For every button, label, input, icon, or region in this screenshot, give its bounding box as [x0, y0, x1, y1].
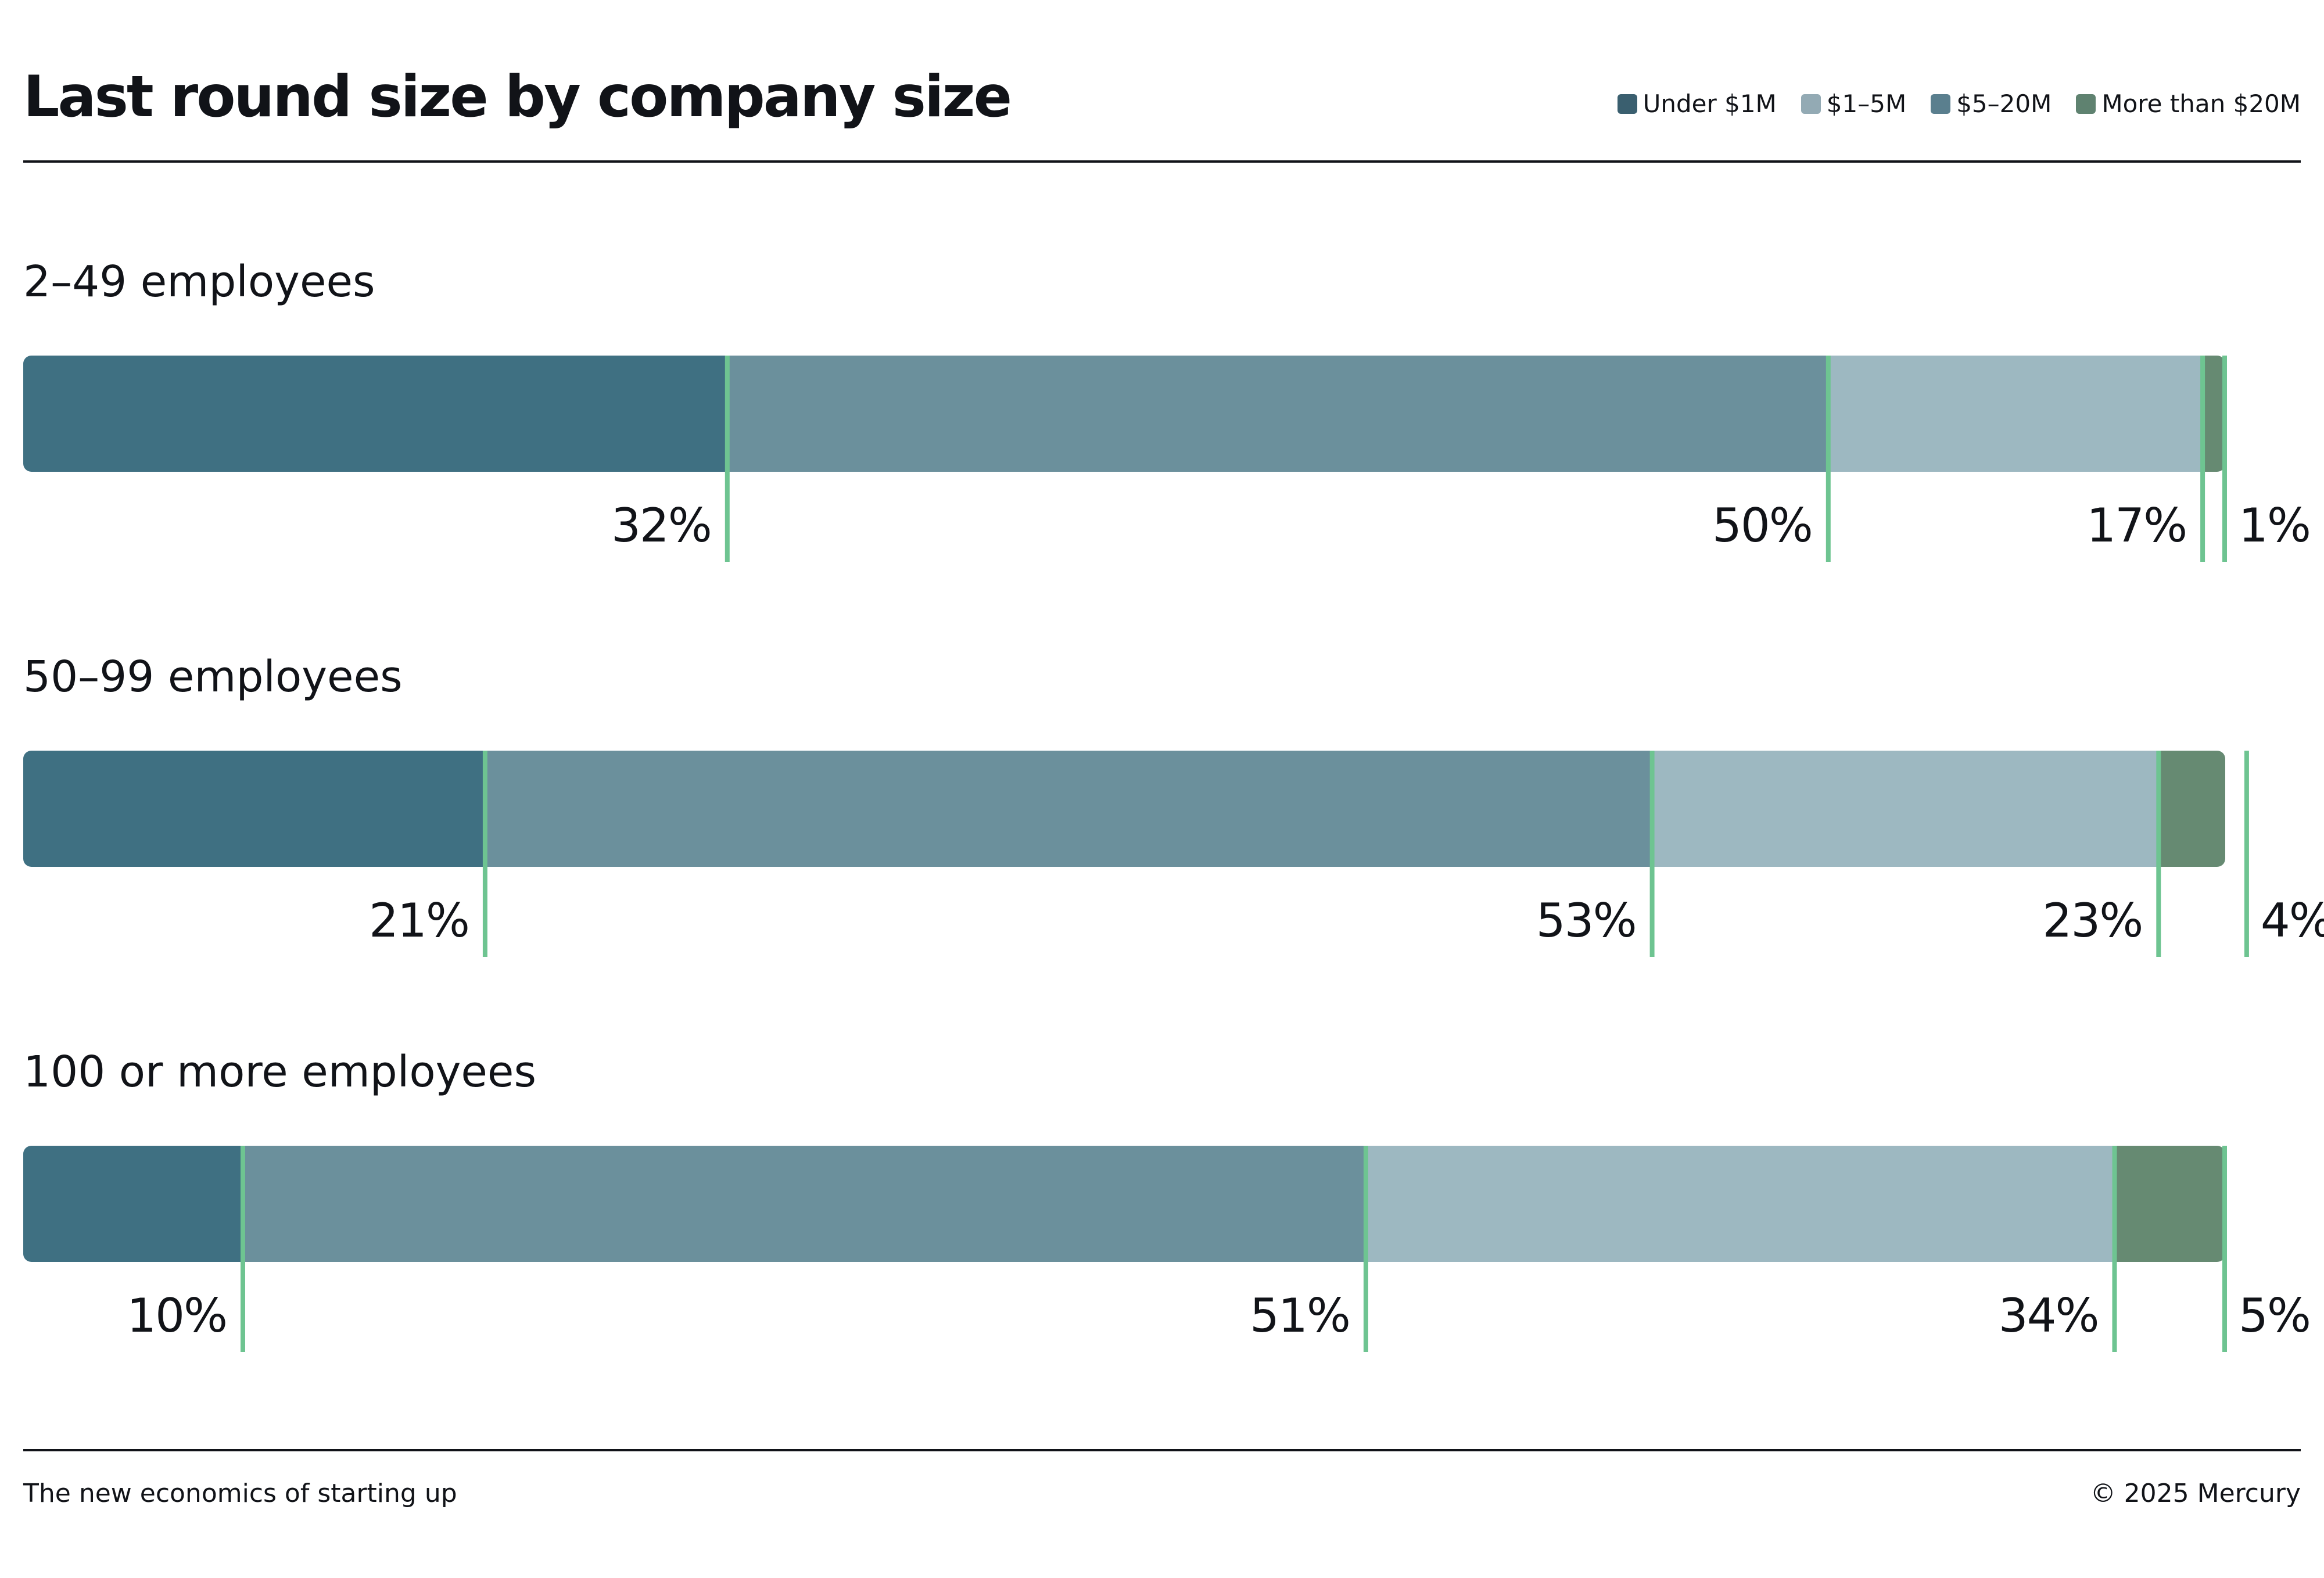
divider-tick-100-plus-3 — [2222, 1146, 2227, 1352]
pct-label-100-plus-1: 51% — [1250, 1289, 1350, 1343]
bar-segment-100-plus-1 — [243, 1146, 1367, 1262]
pct-label-2-49-3: 1% — [2239, 498, 2310, 553]
divider-tick-2-49-2 — [2200, 356, 2205, 562]
pct-label-2-49-0: 32% — [611, 498, 711, 553]
pct-label-50-99-1: 53% — [1536, 894, 1636, 948]
pct-label-50-99-3: 4% — [2261, 894, 2324, 948]
pct-label-100-plus-2: 34% — [1999, 1289, 2099, 1343]
divider-tick-100-plus-1 — [1363, 1146, 1368, 1352]
category-label-50-99: 50–99 employees — [23, 652, 403, 702]
legend-swatch-under-1m — [1617, 94, 1637, 114]
bar-group-100-plus: 100 or more employees 10% 51% 34% 5% — [23, 1047, 2311, 1352]
bar-group-2-49: 2–49 employees 32% 50% 17% 1% — [23, 257, 2311, 562]
pct-label-2-49-1: 50% — [1712, 498, 1812, 553]
bar-segment-100-plus-0 — [23, 1146, 243, 1262]
divider-tick-100-plus-0 — [241, 1146, 245, 1352]
bar-segment-100-plus-3 — [2115, 1146, 2225, 1262]
legend-item-5-20m: $5–20M — [1931, 92, 2052, 116]
legend-swatch-1-5m — [1801, 94, 1821, 114]
bar-segment-50-99-1 — [485, 751, 1653, 867]
divider-tick-50-99-1 — [1649, 751, 1655, 957]
bar-segment-50-99-0 — [23, 751, 486, 867]
pct-label-100-plus-0: 10% — [127, 1289, 227, 1343]
footer-publication: The new economics of starting up — [23, 1479, 457, 1508]
bar-segment-2-49-2 — [1828, 356, 2204, 472]
divider-tick-2-49-1 — [1826, 356, 1831, 562]
bar-segment-50-99-3 — [2159, 751, 2225, 867]
divider-tick-50-99-0 — [482, 751, 487, 957]
pct-label-2-49-2: 17% — [2086, 498, 2186, 553]
bottom-divider — [23, 1449, 2301, 1451]
legend-label-5-20m: $5–20M — [1956, 89, 2052, 118]
legend-item-under-1m: Under $1M — [1617, 89, 1777, 118]
divider-tick-50-99-3 — [2244, 751, 2249, 957]
legend-label-over-20m: More than $20M — [2101, 89, 2301, 118]
category-label-100-plus: 100 or more employees — [23, 1047, 536, 1097]
legend-label-1-5m: $1–5M — [1826, 89, 1907, 118]
category-label-2-49: 2–49 employees — [23, 257, 375, 307]
legend-swatch-5-20m — [1931, 94, 1951, 114]
divider-tick-2-49-0 — [725, 356, 730, 562]
pct-label-100-plus-3: 5% — [2239, 1289, 2310, 1343]
pct-label-50-99-0: 21% — [369, 894, 469, 948]
legend-item-1-5m: $1–5M — [1801, 92, 1906, 116]
pct-label-50-99-2: 23% — [2042, 894, 2142, 948]
bar-segment-2-49-1 — [727, 356, 1829, 472]
bar-segment-2-49-3 — [2203, 356, 2225, 472]
top-divider — [23, 160, 2301, 163]
divider-tick-50-99-2 — [2156, 751, 2161, 957]
legend-label-under-1m: Under $1M — [1642, 89, 1777, 118]
bar-group-50-99: 50–99 employees 21% 53% 23% 4% — [23, 652, 2324, 957]
legend-item-over-20m: More than $20M — [2076, 92, 2301, 116]
chart-legend: Under $1M $1–5M $5–20M More than $20M — [1617, 89, 2301, 118]
divider-tick-100-plus-2 — [2112, 1146, 2117, 1352]
chart-title: Last round size by company size — [23, 64, 1012, 130]
legend-swatch-over-20m — [2076, 94, 2096, 114]
bar-segment-50-99-2 — [1652, 751, 2160, 867]
bar-segment-2-49-0 — [23, 356, 728, 472]
bar-segment-100-plus-2 — [1366, 1146, 2115, 1262]
footer-copyright: © 2025 Mercury — [2090, 1479, 2301, 1508]
divider-tick-2-49-3 — [2222, 356, 2227, 562]
